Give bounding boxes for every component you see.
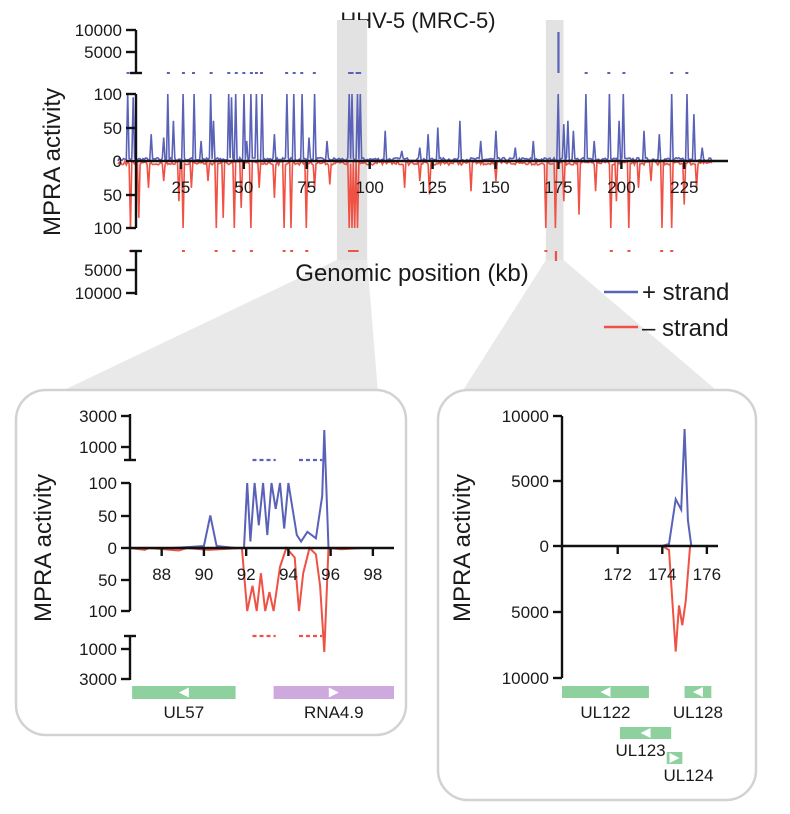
zoom-right-gene-arrow-UL128: [692, 687, 703, 697]
zoom-left-gene-arrow-RNA4.9: [328, 687, 339, 698]
zoom-right-gene-label: UL123: [616, 741, 666, 760]
zoom-right-gene-arrow-UL124: [669, 753, 680, 763]
zoom-right-gene-label: UL122: [580, 703, 630, 722]
overview-y-label: MPRA activity: [39, 88, 66, 236]
overview-x-label: Genomic position (kb): [295, 260, 528, 287]
zoom-left-y-label: MPRA activity: [30, 474, 57, 622]
legend: + strand – strand: [604, 279, 729, 342]
zoom-connectors: [22, 260, 722, 410]
x-tick-label: 100: [356, 178, 384, 197]
zoom-left-gene-arrow-UL57: [178, 687, 189, 698]
x-tick-label: 174: [648, 565, 676, 584]
x-tick-label: 92: [237, 565, 256, 584]
zoom-left-chart: 3000 1000 100 50 0 50 100 1000 3000 88 90 92 94 96 98 U…: [79, 407, 394, 722]
series-line-minus: [117, 158, 713, 229]
y-tick-label: 10000: [502, 407, 549, 426]
x-tick-label: 50: [234, 178, 253, 197]
highlight-band-2: [545, 20, 564, 260]
zoom-left-gene-label: RNA4.9: [304, 703, 364, 722]
y-tick-label: 100: [94, 219, 122, 238]
y-tick-label: 3000: [79, 407, 117, 426]
x-tick-label: 98: [363, 565, 382, 584]
legend-label-minus: – strand: [642, 315, 729, 342]
x-tick-label: 125: [418, 178, 446, 197]
x-tick-label: 88: [152, 565, 171, 584]
x-tick-label: 94: [279, 565, 298, 584]
y-tick-label: 1000: [79, 640, 117, 659]
y-tick-label: 100: [94, 85, 122, 104]
x-tick-label: 176: [693, 565, 721, 584]
series-line-plus: [117, 93, 713, 164]
y-tick-label: 10000: [75, 21, 122, 40]
y-tick-label: 10000: [502, 669, 549, 688]
y-tick-label: 10000: [75, 284, 122, 303]
y-tick-label: 5000: [84, 43, 122, 62]
x-tick-label: 225: [670, 178, 698, 197]
y-tick-label: 5000: [511, 472, 549, 491]
y-tick-label: 50: [98, 507, 117, 526]
connector-right: [460, 260, 722, 395]
x-tick-label: 25: [171, 178, 190, 197]
zoom-left-line-plus: [130, 429, 394, 549]
y-tick-label: 50: [98, 571, 117, 590]
y-tick-label: 100: [89, 474, 117, 493]
y-tick-label: 0: [540, 537, 549, 556]
zoom-right-y-label: MPRA activity: [449, 474, 476, 622]
x-tick-label: 200: [607, 178, 635, 197]
x-tick-label: 96: [321, 565, 340, 584]
zoom-right-chart: 10000 5000 0 5000 10000 172 174 176 UL122 UL128 UL…: [502, 407, 723, 785]
overview-chart: 10000 5000 100 50 0 50 100 5000 10000 25 50 75 100 12…: [75, 20, 728, 303]
y-tick-label: 100: [89, 602, 117, 621]
y-tick-label: 50: [103, 119, 122, 138]
y-tick-label: 5000: [511, 603, 549, 622]
zoom-panel-right: [436, 388, 758, 802]
x-tick-label: 90: [194, 565, 213, 584]
connector-left: [22, 260, 378, 410]
zoom-right-gene-arrow-UL123: [640, 728, 651, 738]
y-tick-label: 50: [103, 186, 122, 205]
y-tick-label: 0: [113, 152, 122, 171]
zoom-right-gene-label: UL128: [673, 703, 723, 722]
y-tick-label: 1000: [79, 438, 117, 457]
y-tick-label: 5000: [84, 261, 122, 280]
x-tick-label: 175: [544, 178, 572, 197]
x-tick-label: 150: [481, 178, 509, 197]
x-tick-label: 75: [297, 178, 316, 197]
zoom-right-gene-label: UL124: [663, 766, 713, 785]
y-tick-label: 0: [108, 539, 117, 558]
y-tick-label: 3000: [79, 670, 117, 689]
zoom-left-gene-label: UL57: [164, 703, 205, 722]
x-tick-label: 172: [604, 565, 632, 584]
zoom-right-gene-arrow-UL122: [600, 687, 611, 697]
zoom-panel-left: [14, 388, 408, 737]
legend-label-plus: + strand: [642, 279, 729, 306]
